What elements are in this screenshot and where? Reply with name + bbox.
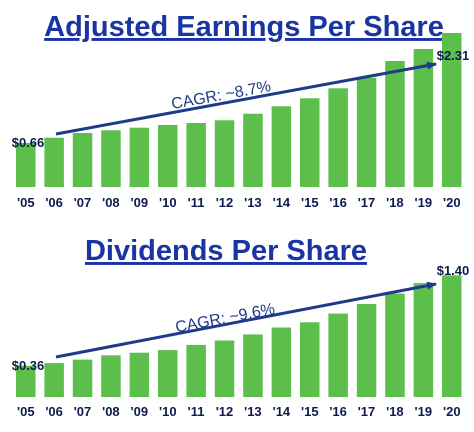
dividends-tick-label-15: '20 [443, 404, 461, 419]
eps-tick-label-13: '18 [386, 195, 404, 210]
eps-bar-12 [356, 77, 377, 187]
eps-tick-label-3: '08 [102, 195, 120, 210]
dividends-tick-label-9: '14 [273, 404, 291, 419]
dividends-bar-15 [442, 275, 462, 397]
dividends-bar-8 [243, 334, 263, 397]
dividends-tick-label-1: '06 [45, 404, 63, 419]
dividends-bar-0 [16, 365, 36, 397]
dividends-bar-11 [328, 313, 348, 397]
eps-bar-15 [442, 33, 462, 187]
dividends-bars [16, 275, 462, 397]
dividends-bar-13 [385, 293, 405, 397]
dividends-tick-labels: '05 '06 '07 '08 '09 '10 '11 '12 '13 '14 '15 '16 '17 '… [17, 404, 461, 419]
dividends-tick-label-3: '08 [102, 404, 120, 419]
eps-bar-4 [129, 127, 150, 187]
dividends-tick-label-5: '10 [159, 404, 177, 419]
dividends-tick-label-12: '17 [358, 404, 376, 419]
dividends-tick-label-4: '09 [131, 404, 149, 419]
dividends-bar-7 [214, 340, 235, 397]
eps-start-value-label: $0.66 [12, 135, 45, 150]
dividends-start-value-label: $0.36 [12, 358, 45, 373]
dividends-bar-4 [129, 352, 150, 397]
dividends-bar-9 [271, 327, 292, 397]
eps-cagr-trend-arrow [55, 61, 437, 136]
eps-chart: Adjusted Earnings Per Share '05 '06 '07 '08… [12, 11, 470, 210]
eps-bar-8 [243, 113, 263, 187]
eps-tick-label-2: '07 [74, 195, 92, 210]
dividends-tick-label-7: '12 [216, 404, 234, 419]
eps-bar-2 [72, 133, 93, 187]
eps-bar-3 [101, 130, 121, 187]
dividends-tick-label-13: '18 [386, 404, 404, 419]
dividends-tick-label-11: '16 [329, 404, 347, 419]
eps-tick-label-6: '11 [188, 195, 205, 210]
eps-tick-label-11: '16 [329, 195, 347, 210]
dividends-chart: Dividends Per Share '05 '06 '07 '08 '09 '10 '1… [12, 235, 470, 419]
eps-tick-label-1: '06 [45, 195, 63, 210]
dividends-tick-label-8: '13 [244, 404, 262, 419]
eps-bar-1 [44, 137, 64, 187]
eps-tick-label-4: '09 [131, 195, 149, 210]
eps-bar-7 [214, 120, 235, 187]
eps-bar-6 [186, 123, 206, 187]
eps-tick-labels: '05 '06 '07 '08 '09 '10 '11 '12 '13 '14 '15 '16 '17 '… [17, 195, 461, 210]
eps-end-value-label: $2.31 [437, 48, 470, 63]
eps-tick-label-15: '20 [443, 195, 461, 210]
eps-tick-label-0: '05 [17, 195, 35, 210]
dividends-bar-1 [44, 363, 64, 397]
eps-tick-label-7: '12 [216, 195, 234, 210]
eps-tick-label-9: '14 [273, 195, 291, 210]
eps-cagr-label: CAGR: ~8.7% [170, 78, 272, 113]
eps-tick-label-14: '19 [415, 195, 433, 210]
dividends-bar-5 [158, 350, 178, 397]
eps-tick-label-5: '10 [159, 195, 177, 210]
dividends-tick-label-6: '11 [188, 404, 205, 419]
dividends-bar-2 [72, 359, 93, 397]
dividends-tick-label-0: '05 [17, 404, 35, 419]
eps-tick-label-8: '13 [244, 195, 262, 210]
eps-tick-label-12: '17 [358, 195, 376, 210]
dividends-chart-title: Dividends Per Share [85, 235, 367, 267]
eps-bar-13 [385, 61, 405, 187]
dividends-end-value-label: $1.40 [437, 263, 470, 278]
dividends-bar-3 [101, 355, 121, 397]
dividends-tick-label-2: '07 [74, 404, 92, 419]
dividends-bar-14 [413, 283, 434, 397]
eps-bar-9 [271, 106, 292, 187]
eps-bar-10 [300, 98, 320, 187]
dividends-cagr-trend-arrow [55, 281, 437, 359]
eps-bar-0 [16, 143, 36, 187]
eps-bar-5 [158, 125, 178, 187]
eps-chart-title: Adjusted Earnings Per Share [44, 11, 444, 43]
eps-bars [16, 33, 462, 187]
eps-tick-label-10: '15 [301, 195, 319, 210]
dividends-bar-12 [356, 304, 377, 397]
eps-bar-14 [413, 49, 434, 187]
dividends-bar-6 [186, 344, 206, 397]
eps-bar-11 [328, 88, 348, 187]
dividends-bar-10 [300, 322, 320, 397]
dividends-tick-label-10: '15 [301, 404, 319, 419]
dividends-tick-label-14: '19 [415, 404, 433, 419]
dividends-cagr-label: CAGR: ~9.6% [174, 301, 276, 337]
